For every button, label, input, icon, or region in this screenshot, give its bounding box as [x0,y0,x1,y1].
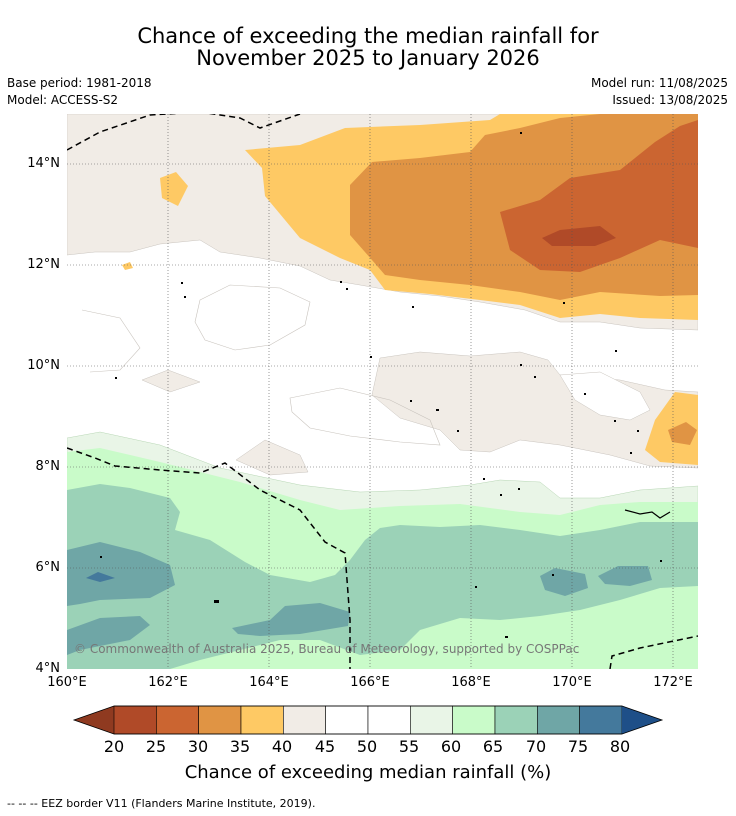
band-75-80 [86,572,115,582]
colorbar-tick: 60 [440,737,462,756]
band-45-55-pocket [559,371,651,421]
x-tick-162E: 162°E [148,675,188,690]
colorbar-cell [410,705,453,735]
band-25-30 [500,120,698,272]
colorbar-cell [283,705,326,735]
colorbar-cell [198,705,242,735]
colorbar-tick: 25 [145,737,167,756]
band-70-75-e [598,566,652,586]
colorbar-tick: 80 [609,737,631,756]
band-30-35-east [668,422,697,445]
colorbar-cell [494,705,538,735]
colorbar-cell [156,705,199,735]
model-run: Model run: 11/08/2025 [590,76,728,90]
band-35-40-dot [122,262,133,270]
colorbar-tick: 70 [525,737,547,756]
colorbar-cell [367,705,411,735]
y-tick-8N: 8°N [35,459,61,474]
band-70-75-c [232,603,350,636]
band-70-75-b [67,616,150,655]
colorbar-tick: 65 [482,737,504,756]
colorbar-cell [452,705,496,735]
band-40-45-small2 [235,439,309,476]
band-20-25 [542,226,616,246]
colorbar-tick: 40 [271,737,293,756]
band-40-45-small [141,369,201,393]
copyright-notice: © Commonwealth of Australia 2025, Bureau… [74,642,579,656]
x-tick-168E: 168°E [451,675,491,690]
colorbar-cell [240,705,284,735]
colorbar-cell [113,705,157,735]
x-tick-172E: 172°E [653,675,693,690]
rainfall-probability-map: © Commonwealth of Australia 2025, Bureau… [67,114,698,669]
map-title-line1: Chance of exceeding the median rainfall … [137,24,599,48]
y-tick-6N: 6°N [35,560,61,575]
colorbar-tick: 55 [398,737,420,756]
colorbar-cell [579,705,623,735]
colorbar-outline [72,705,664,735]
band-65-70 [67,484,698,669]
y-tick-12N: 12°N [27,257,60,272]
colorbar-arrow-high [622,706,662,734]
colorbar-tick: 75 [567,737,589,756]
colorbar-tick: 30 [187,737,209,756]
colorbar [72,705,664,735]
colorbar-arrow-low [74,706,114,734]
colorbar-tick: 45 [314,737,336,756]
colorbar-tick: 20 [103,737,125,756]
x-tick-170E: 170°E [552,675,592,690]
issued-date: Issued: 13/08/2025 [612,93,728,107]
colorbar-title: Chance of exceeding median rainfall (%) [184,762,552,783]
map-title-line2: November 2025 to January 2026 [196,46,540,70]
y-tick-10N: 10°N [27,358,60,373]
y-tick-4N: 4°N [35,661,61,676]
colorbar-tick: 50 [356,737,378,756]
colorbar-tick: 35 [229,737,251,756]
x-tick-160E: 160°E [47,675,87,690]
x-tick-164E: 164°E [249,675,289,690]
band-70-75 [67,542,175,606]
y-tick-14N: 14°N [27,156,60,171]
eez-footnote: -- -- -- EEZ border V11 (Flanders Marine… [7,797,316,810]
eez-border [67,114,698,669]
colorbar-cell [325,705,369,735]
colorbar-cell [537,705,580,735]
model-name: Model: ACCESS-S2 [7,93,119,107]
band-35-40-blob [160,172,188,206]
base-period: Base period: 1981-2018 [7,76,152,90]
x-tick-166E: 166°E [350,675,390,690]
